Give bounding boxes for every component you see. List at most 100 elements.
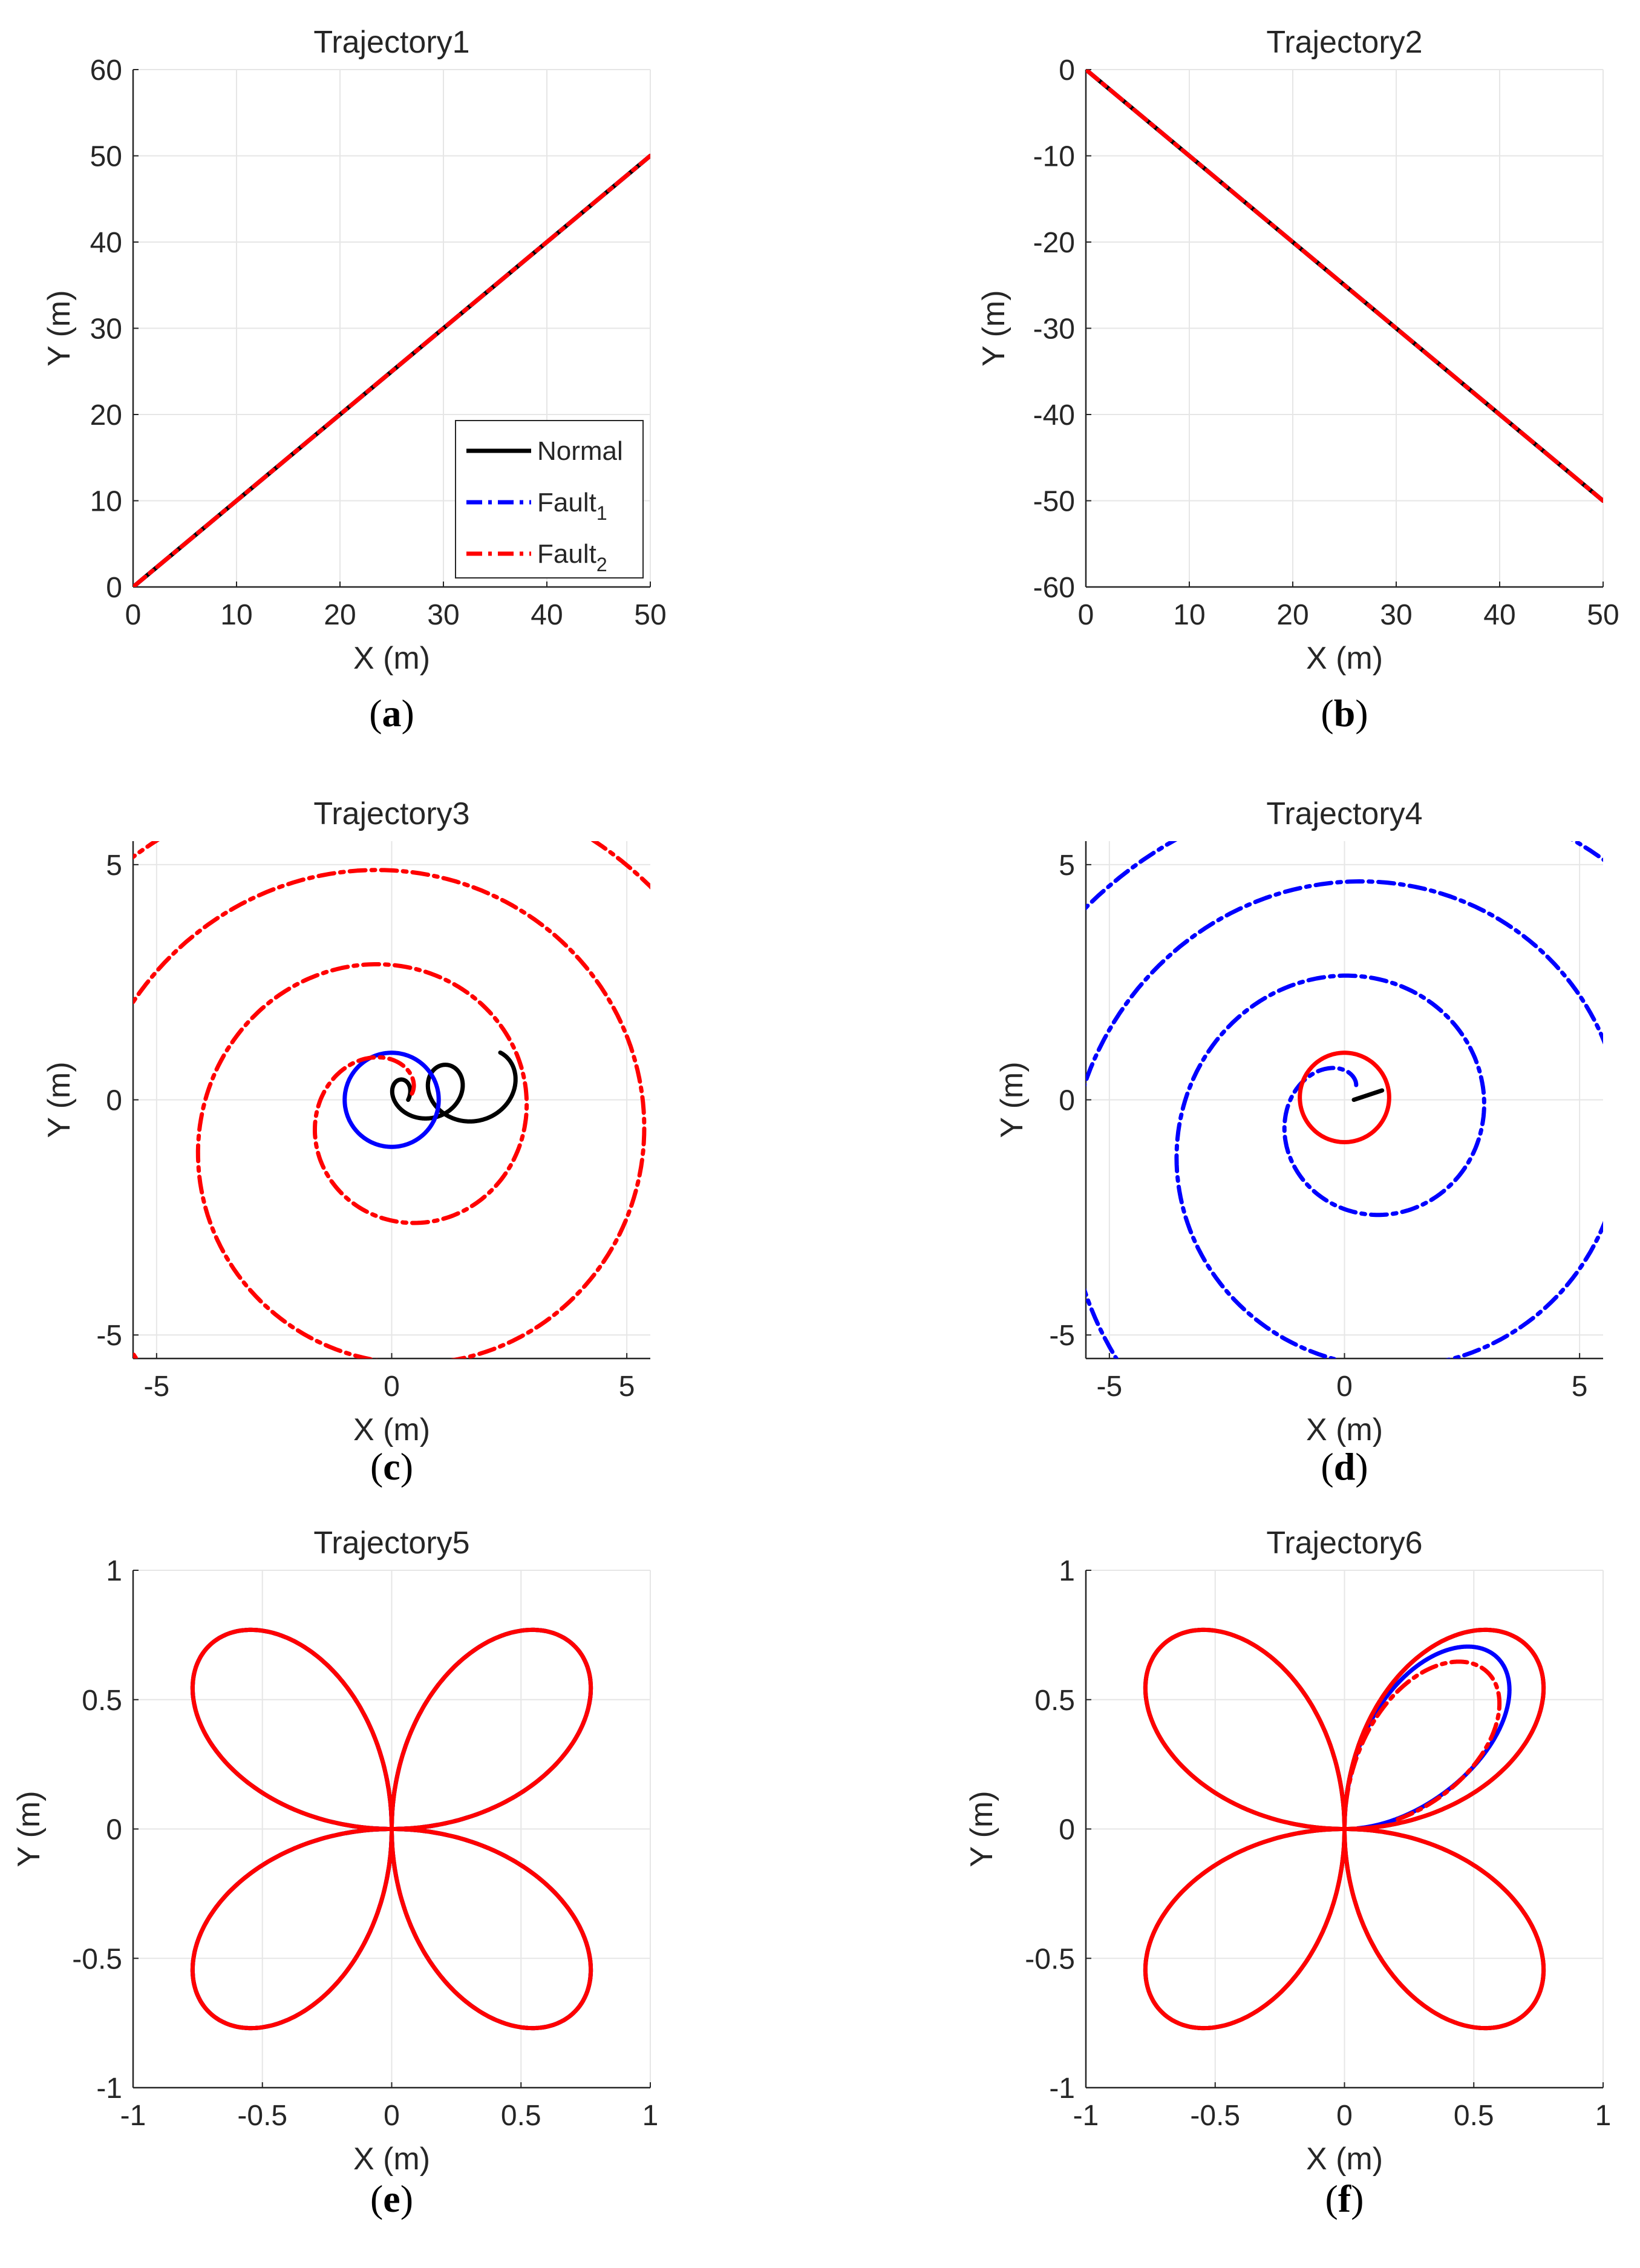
series-line-fault1	[342, 1050, 441, 1149]
x-axis-label: X (m)	[353, 2142, 430, 2177]
x-axis-label: X (m)	[353, 641, 430, 676]
chart-title: Trajectory5	[313, 1526, 469, 1561]
series-line-fault2	[190, 1627, 593, 2031]
series-group	[1086, 70, 1603, 503]
panel-caption: (b)	[1321, 692, 1368, 735]
series-group	[1086, 841, 1603, 1359]
y-axis-label: Y (m)	[11, 1791, 47, 1867]
series-line-fault2	[133, 841, 650, 1359]
series-group	[190, 1627, 593, 2031]
chart-title: Trajectory2	[1266, 25, 1422, 60]
y-tick-label: -5	[1049, 1320, 1075, 1352]
y-tick-label: 0	[1059, 54, 1075, 87]
y-tick-label: -20	[1033, 227, 1075, 259]
x-tick-label: 30	[427, 599, 459, 631]
series-group	[1143, 1627, 1546, 2031]
y-tick-label: -0.5	[1025, 1943, 1075, 1975]
y-tick-label: 0	[106, 1814, 122, 1846]
y-tick-label: 50	[90, 141, 122, 173]
series-line-fault2	[1143, 1627, 1546, 2031]
series-line-fault2	[1086, 70, 1603, 503]
series-line-normal	[390, 1050, 518, 1124]
y-tick-label: -10	[1033, 141, 1075, 173]
y-tick-label: 1	[106, 1555, 122, 1587]
x-axis-label: X (m)	[1306, 2142, 1383, 2177]
panel-caption: (a)	[369, 692, 414, 735]
series-line-fault2	[1342, 1659, 1502, 1831]
x-tick-label: 20	[324, 599, 356, 631]
y-axis-label: Y (m)	[995, 1061, 1030, 1138]
y-axis-label: Y (m)	[42, 290, 77, 366]
x-tick-label: -1	[120, 2100, 146, 2132]
y-tick-label: 1	[1059, 1555, 1075, 1587]
y-tick-label: 0	[106, 1085, 122, 1117]
y-tick-label: 10	[90, 486, 122, 518]
panel-caption: (c)	[370, 1445, 413, 1488]
x-tick-label: 20	[1276, 599, 1308, 631]
chart-title: Trajectory6	[1266, 1526, 1422, 1561]
x-tick-label: -5	[1097, 1371, 1123, 1403]
y-tick-label: 5	[106, 850, 122, 882]
series-group	[133, 154, 650, 587]
chart-title: Trajectory3	[313, 796, 469, 831]
x-tick-label: 40	[1483, 599, 1515, 631]
x-axis-label: X (m)	[1306, 1412, 1383, 1447]
x-axis-label: X (m)	[353, 1412, 430, 1447]
panel-caption: (d)	[1321, 1445, 1368, 1488]
series-line-normal	[1351, 1088, 1385, 1102]
y-tick-label: -40	[1033, 399, 1075, 431]
x-tick-label: 5	[1572, 1371, 1588, 1403]
x-tick-label: -0.5	[1190, 2100, 1240, 2132]
x-tick-label: 0	[384, 1371, 400, 1403]
y-axis-label: Y (m)	[976, 290, 1011, 366]
x-tick-label: 0	[1078, 599, 1094, 631]
x-tick-label: 10	[220, 599, 252, 631]
x-tick-label: 0.5	[1454, 2100, 1494, 2132]
x-tick-label: 10	[1173, 599, 1205, 631]
y-tick-label: 30	[90, 313, 122, 346]
y-axis-label: Y (m)	[42, 1061, 77, 1138]
y-tick-label: 0	[1059, 1085, 1075, 1117]
y-tick-label: 5	[1059, 850, 1075, 882]
x-tick-label: 0	[1336, 2100, 1353, 2132]
x-tick-label: 0	[125, 599, 142, 631]
y-tick-label: 60	[90, 54, 122, 87]
y-tick-label: 0	[1059, 1814, 1075, 1846]
y-tick-label: -1	[1049, 2073, 1075, 2105]
panel-c: -5 0 5 -5 0 5 Trajectory3 X (m) Y (m) (c)	[42, 796, 650, 1488]
chart-title: Trajectory1	[313, 25, 469, 60]
panel-caption: (e)	[370, 2177, 413, 2220]
y-tick-label: -5	[96, 1320, 122, 1352]
x-tick-label: -1	[1073, 2100, 1099, 2132]
x-tick-label: -5	[144, 1371, 170, 1403]
x-tick-label: -0.5	[237, 2100, 287, 2132]
y-tick-label: 20	[90, 399, 122, 431]
panel-a: 0 10 20 30 40 50 0 10 20 30 40 50 60 Trajectory1 X (m)…	[42, 25, 667, 735]
panel-e: -1 -0.5 0 0.5 1 -1 -0.5 0 0.5 1 Trajectory5 X (m) Y …	[11, 1526, 658, 2220]
legend-label: Normal	[537, 436, 623, 466]
x-tick-label: 0	[384, 2100, 400, 2132]
panel-f: -1 -0.5 0 0.5 1 -1 -0.5 0 0.5 1 Trajectory6 X (m) Y …	[964, 1526, 1611, 2220]
x-tick-label: 40	[531, 599, 563, 631]
y-tick-label: -0.5	[72, 1943, 122, 1975]
x-tick-label: 30	[1380, 599, 1412, 631]
y-axis-label: Y (m)	[964, 1791, 999, 1867]
x-tick-label: 0.5	[501, 2100, 541, 2132]
y-tick-label: -50	[1033, 486, 1075, 518]
x-tick-label: 50	[634, 599, 666, 631]
chart-title: Trajectory4	[1266, 796, 1422, 831]
legend-box	[455, 420, 644, 578]
panel-b: 0 10 20 30 40 50 -60 -50 -40 -30 -20 -10 0 Trajectory…	[976, 25, 1619, 735]
panel-d: -5 0 5 -5 0 5 Trajectory4 X (m) Y (m) (d)	[995, 796, 1603, 1488]
panel-caption: (f)	[1325, 2177, 1364, 2220]
y-tick-label: -60	[1033, 572, 1075, 604]
series-line-fault1	[1086, 841, 1603, 1359]
series-group	[133, 841, 650, 1359]
y-tick-label: 40	[90, 227, 122, 259]
y-tick-label: 0.5	[82, 1685, 122, 1717]
x-tick-label: 5	[619, 1371, 635, 1403]
y-tick-label: 0	[106, 572, 122, 604]
